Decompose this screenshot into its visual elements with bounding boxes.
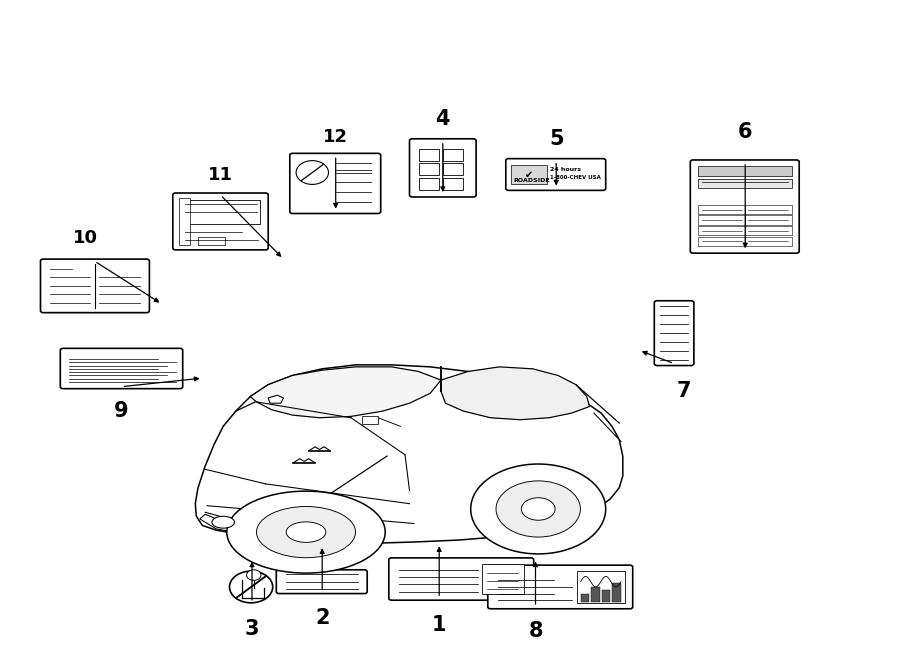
Polygon shape [195,365,623,543]
Bar [698,179,792,188]
Bar [482,564,524,594]
Text: 6: 6 [738,122,752,142]
Text: 1-800-CHEV USA: 1-800-CHEV USA [550,175,601,180]
Text: 9: 9 [114,401,129,421]
FancyBboxPatch shape [60,348,183,389]
Bar [198,237,225,245]
FancyBboxPatch shape [276,570,367,594]
Polygon shape [200,514,288,539]
Bar [511,165,547,184]
FancyBboxPatch shape [290,153,381,214]
Text: 10: 10 [73,229,98,247]
Bar [443,163,463,175]
Text: 2: 2 [315,608,329,628]
Text: ✔: ✔ [525,169,533,180]
Polygon shape [268,395,284,403]
Text: 5: 5 [549,129,563,149]
Ellipse shape [471,464,606,554]
Bar [179,198,190,245]
Text: 3: 3 [245,619,259,639]
Ellipse shape [521,498,555,520]
Ellipse shape [496,481,580,537]
Bar [591,587,599,602]
Polygon shape [250,367,441,418]
FancyBboxPatch shape [389,558,534,600]
Bar [698,166,792,176]
FancyBboxPatch shape [654,301,694,366]
Bar [443,149,463,161]
Ellipse shape [256,506,356,558]
Bar [419,178,439,190]
Bar [580,594,590,602]
Text: 1: 1 [432,615,446,635]
Circle shape [230,571,273,603]
Ellipse shape [286,522,326,542]
Text: 7: 7 [677,381,691,401]
Ellipse shape [227,491,385,573]
Text: 8: 8 [528,621,543,641]
Circle shape [296,161,328,184]
Text: 11: 11 [208,166,233,184]
FancyBboxPatch shape [690,160,799,253]
Bar [362,416,378,424]
Circle shape [247,570,261,580]
Bar [698,205,792,214]
Text: ROADSIDE: ROADSIDE [513,178,550,183]
Bar [181,200,260,224]
Bar [698,226,792,235]
FancyBboxPatch shape [40,259,149,313]
Text: 4: 4 [436,109,450,129]
Polygon shape [441,367,590,420]
Bar [443,178,463,190]
FancyBboxPatch shape [488,565,633,609]
Bar [419,163,439,175]
Text: 24 hours: 24 hours [550,167,581,173]
Bar [698,237,792,246]
FancyBboxPatch shape [410,139,476,197]
Ellipse shape [212,516,234,528]
Bar [698,215,792,225]
Bar [577,571,625,603]
FancyBboxPatch shape [173,193,268,250]
Bar [612,583,621,602]
Bar [602,590,610,602]
Text: 12: 12 [323,128,348,146]
Bar [419,149,439,161]
FancyBboxPatch shape [506,159,606,190]
